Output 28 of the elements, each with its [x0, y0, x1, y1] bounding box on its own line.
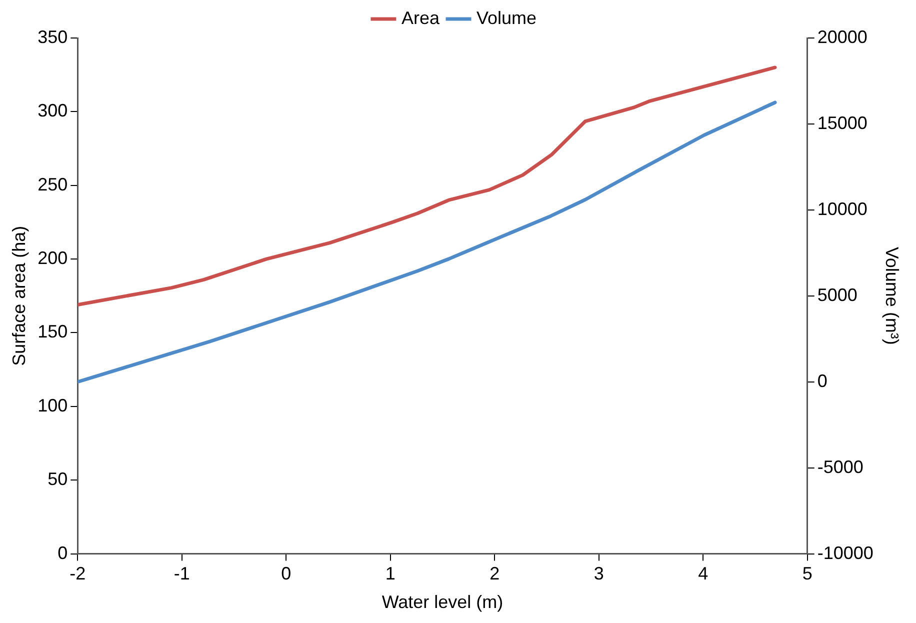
- x-tick-label: 0: [281, 564, 292, 584]
- x-tick-label: -2: [70, 564, 86, 584]
- y-tick-label: 350: [38, 26, 68, 47]
- y2-tick-label: 15000: [817, 112, 868, 133]
- x-tick-label: 2: [490, 564, 500, 584]
- y2-axis-title: Volume (m³): [882, 246, 902, 345]
- legend-label: Area: [401, 8, 440, 28]
- x-tick-label: 1: [385, 564, 396, 584]
- y-tick-label: 0: [58, 542, 68, 563]
- legend-label: Volume: [476, 8, 537, 28]
- y-tick-label: 100: [38, 395, 68, 416]
- y-tick-label: 200: [38, 248, 68, 268]
- y-tick-label: 150: [38, 322, 68, 342]
- y2-tick-label: 0: [817, 370, 828, 391]
- x-tick-label: 3: [594, 564, 604, 584]
- y-tick-label: 50: [48, 469, 68, 490]
- y2-tick-label: 5000: [817, 284, 858, 305]
- y2-tick-label: -10000: [817, 542, 874, 563]
- y-axis-title: Surface area (ha): [8, 226, 29, 366]
- x-tick-label: -1: [174, 564, 190, 584]
- y2-tick-label: 10000: [817, 198, 868, 219]
- y2-tick-label: 20000: [817, 26, 868, 47]
- y-tick-label: 250: [38, 174, 68, 194]
- y2-tick-label: -5000: [817, 456, 864, 477]
- x-axis-title: Water level (m): [382, 592, 504, 612]
- x-tick-label: 5: [802, 564, 812, 584]
- x-tick-label: 4: [698, 564, 708, 584]
- y-tick-label: 300: [38, 100, 68, 121]
